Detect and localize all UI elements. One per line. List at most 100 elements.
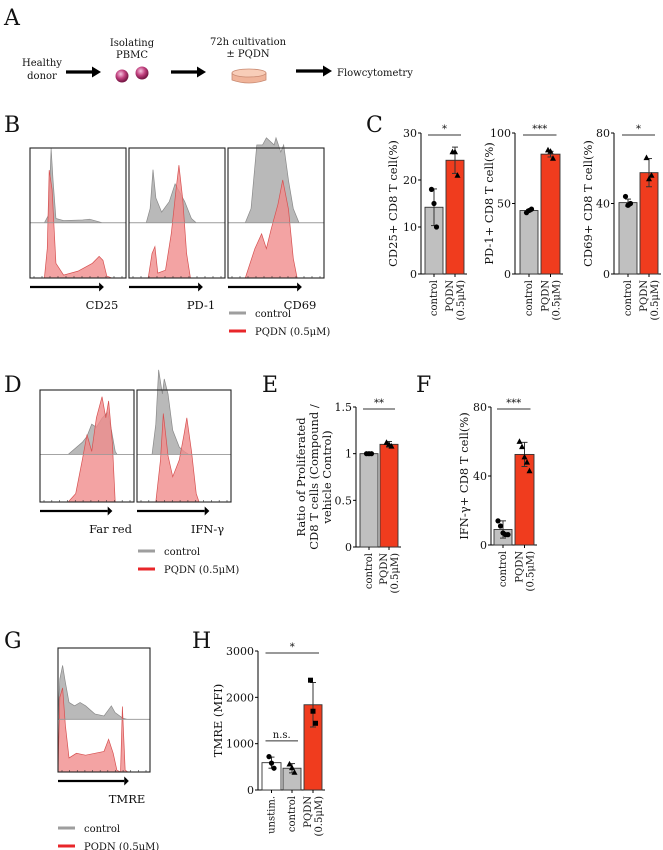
arrow-icon — [323, 65, 332, 77]
axis-arrow-icon — [198, 282, 203, 292]
y-tick-label: 0 — [247, 784, 254, 797]
histogram-axis-label: Far red — [89, 522, 133, 536]
y-tick-label: 50 — [497, 198, 511, 211]
y-axis-label: IFN-γ+ CD8 T cell(%) — [457, 412, 471, 539]
data-point — [521, 453, 528, 460]
control-histogram — [30, 148, 126, 224]
x-category-label: (0.5μM) — [650, 280, 661, 321]
control-histogram — [57, 665, 150, 720]
legend-label-control: control — [164, 547, 200, 558]
data-point — [291, 769, 298, 775]
y-tick-label: 2000 — [226, 691, 254, 704]
bar-1 — [379, 443, 399, 548]
x-category-label: control — [498, 551, 509, 587]
y-axis-label: CD25+ CD8 T cell(%) — [386, 140, 400, 267]
x-category-label: PQDN — [303, 796, 314, 828]
y-axis-label: PD-1+ CD8 T cell(%) — [482, 142, 496, 265]
x-category-label: unstim. — [267, 796, 278, 834]
axis-arrow-icon — [297, 282, 302, 292]
significance-label: n.s. — [273, 730, 291, 741]
data-point — [310, 708, 316, 714]
significance-label: * — [442, 124, 447, 135]
data-point — [368, 451, 375, 457]
pqdn-histogram — [40, 396, 134, 503]
y-axis-label: CD8 T cells (Compound / — [307, 404, 321, 550]
axis-arrow-icon — [204, 506, 210, 516]
legend-b: control PQDN (0.5μM) — [229, 309, 330, 338]
panel-letter-e: E — [262, 373, 278, 398]
data-point — [497, 523, 504, 529]
x-category-label: control — [524, 280, 535, 316]
data-point — [433, 224, 440, 230]
panel-letter-b: B — [4, 113, 20, 138]
data-point — [646, 175, 652, 182]
bar-1 — [540, 153, 561, 275]
bar-chart-h: 0 1000 2000 3000 unstim. control PQDN (0.5μM) TM… — [211, 642, 325, 836]
y-tick-label: 1000 — [226, 738, 254, 751]
histogram-ifn-gamma: IFN-γ — [136, 369, 232, 536]
legend-d: control PQDN (0.5μM) — [138, 547, 239, 576]
data-point — [524, 459, 530, 465]
y-axis-label: vehicle Control) — [320, 430, 334, 524]
histogram-frame — [227, 147, 325, 279]
arrow-icon — [92, 66, 101, 78]
y-tick-label: 20 — [403, 174, 417, 187]
histogram-pd1: PD-1 — [128, 147, 226, 312]
step-label-line: Flowcytometry — [337, 68, 413, 79]
histogram-frame — [128, 147, 226, 279]
y-axis-label: TMRE (MFI) — [211, 684, 225, 757]
step-label-line: ± PQDN — [226, 49, 270, 60]
bar-chart-c2: 0 50 100 control PQDN (0.5μM) PD-1+ CD8 T cell… — [482, 124, 563, 320]
bar-0 — [618, 202, 638, 275]
arrow-icon — [197, 66, 206, 78]
x-category-label: PQDN — [515, 551, 526, 583]
y-tick-label: 1.5 — [335, 401, 353, 414]
y-tick-label: 0.5 — [335, 494, 353, 507]
x-category-label: control — [623, 280, 634, 316]
significance-label: *** — [506, 398, 521, 409]
data-point — [454, 172, 461, 178]
histogram-axis-label: PD-1 — [187, 298, 215, 312]
panel-letter-a: A — [3, 6, 21, 31]
histogram-axis-label: TMRE — [109, 792, 146, 806]
data-point — [388, 443, 395, 449]
data-point — [271, 765, 277, 771]
x-category-label: (0.5μM) — [552, 280, 563, 321]
data-point — [528, 206, 535, 212]
legend-label-pqdn: PQDN (0.5μM) — [164, 565, 239, 576]
y-tick-label: 30 — [403, 127, 417, 140]
histogram-cd25: CD25 — [29, 147, 127, 312]
legend-label-control: control — [84, 824, 120, 835]
data-point — [428, 186, 435, 192]
bar-chart-e: 0 0.5 1 1.5 control PQDN (0.5μM) Ratio of Proli… — [294, 398, 401, 593]
data-point — [313, 720, 318, 726]
x-category-label: PQDN — [379, 553, 390, 585]
y-tick-label: 1 — [345, 448, 352, 461]
x-category-label: (0.5μM) — [526, 551, 537, 592]
control-histogram — [228, 136, 324, 224]
bar-0 — [519, 210, 539, 275]
y-axis-label: Ratio of Proliferated — [294, 417, 308, 537]
x-category-label: PQDN — [639, 280, 650, 312]
histogram-axis-label: IFN-γ — [191, 522, 224, 536]
x-category-label: control — [429, 280, 440, 316]
x-category-label: control — [287, 796, 298, 832]
data-point — [308, 677, 313, 683]
bar-chart-c1: 0 10 20 30 control PQDN (0.5μM) CD25+ CD8 T cel… — [386, 124, 467, 320]
legend-g: control PQDN (0.5μM) — [58, 824, 159, 850]
step-label-line: donor — [27, 71, 57, 82]
legend-label-pqdn: PQDN (0.5μM) — [255, 327, 330, 338]
legend-label-control: control — [255, 309, 291, 320]
data-point — [286, 760, 293, 767]
bar-1 — [514, 453, 535, 546]
data-point — [516, 438, 523, 444]
data-point — [505, 532, 511, 538]
data-point — [643, 154, 650, 161]
data-point — [431, 200, 437, 207]
histogram-frame — [136, 389, 232, 503]
pqdn-histogram — [57, 687, 150, 773]
bar-0 — [359, 453, 379, 548]
pqdn-histogram — [137, 413, 231, 503]
histogram-frame — [57, 647, 151, 773]
